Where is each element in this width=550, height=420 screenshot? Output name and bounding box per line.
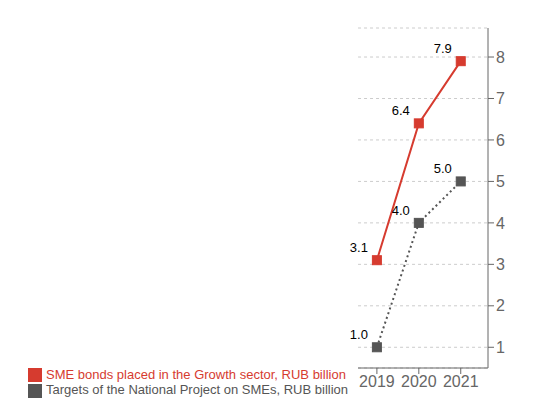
html-text:Targets of the National Projec: Targets of the National Project on SMEs,… (46, 382, 348, 398)
svg-text:7.9: 7.9 (434, 41, 452, 56)
svg-text:5.0: 5.0 (434, 161, 452, 176)
svg-text:2: 2 (496, 297, 505, 314)
html-text:SME bonds placed in the Growth: SME bonds placed in the Growth sector, R… (46, 366, 346, 382)
svg-text:6: 6 (496, 132, 505, 149)
svg-text:2021: 2021 (443, 373, 479, 390)
svg-text:4.0: 4.0 (392, 203, 410, 218)
svg-text:8: 8 (496, 49, 505, 66)
svg-text:6.4: 6.4 (392, 103, 410, 118)
svg-text:1: 1 (496, 339, 505, 356)
svg-text:4: 4 (496, 215, 505, 232)
svg-text:3.1: 3.1 (350, 240, 368, 255)
svg-text:3: 3 (496, 256, 505, 273)
svg-text:2019: 2019 (359, 373, 395, 390)
svg-text:1.0: 1.0 (350, 327, 368, 342)
svg-text:2020: 2020 (401, 373, 437, 390)
svg-text:7: 7 (496, 90, 505, 107)
svg-text:5: 5 (496, 173, 505, 190)
